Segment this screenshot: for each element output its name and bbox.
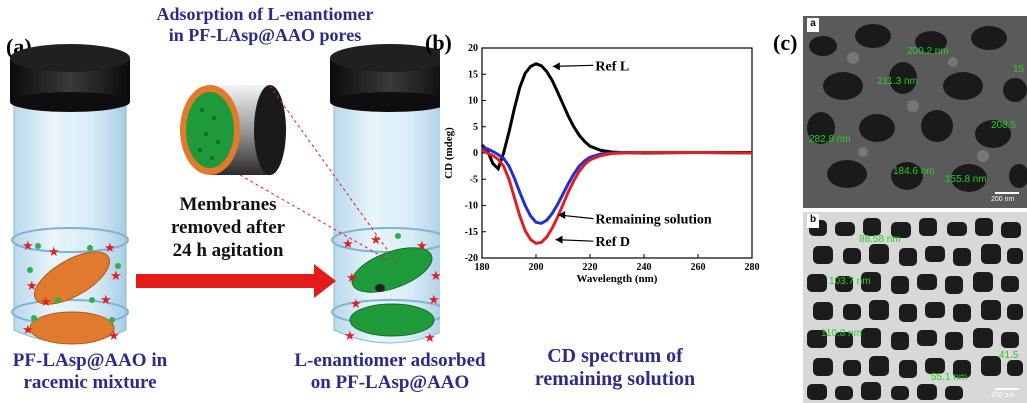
- svg-text:★: ★: [110, 269, 122, 284]
- svg-text:★: ★: [342, 237, 354, 252]
- sem-a-sublabel: a: [807, 18, 819, 32]
- svg-text:★: ★: [104, 241, 116, 256]
- svg-text:★: ★: [370, 233, 382, 248]
- arrow-line2: removed after: [170, 216, 286, 238]
- b-caption-line2: remaining solution: [534, 368, 696, 390]
- left-vial-caption: PF-LAsp@AAO in racemic mixture: [0, 350, 180, 394]
- svg-text:★: ★: [430, 269, 440, 284]
- annotation-arrowhead: [555, 235, 563, 244]
- annotation-label: Remaining solution: [595, 213, 712, 228]
- left-caption-line2: racemic mixture: [23, 371, 157, 393]
- svg-text:★: ★: [346, 271, 358, 286]
- x-tick-label: 280: [745, 262, 760, 273]
- panel-a-top-caption: Adsorption of L-enantiomer in PF-LAsp@AA…: [120, 4, 410, 45]
- panel-a-illustration: ★ ★ ★ ★★★ ★★ ★ ★ ★ ★ ★ ★★ ★★ ★: [10, 44, 440, 346]
- annotation-label: Ref D: [595, 235, 630, 250]
- sem-a-measure: 155.8 nm: [945, 174, 987, 185]
- sem-b-scalebar: [995, 388, 1019, 390]
- annotation-arrowhead: [552, 62, 560, 71]
- b-caption-line1: CD spectrum of: [547, 345, 683, 367]
- sem-image-b: b 88.58 nm 103.7 nm 110.8 nm 55.1 nm 41.…: [803, 212, 1027, 403]
- svg-text:★: ★: [26, 279, 38, 294]
- panel-b-label: (b): [425, 30, 452, 55]
- sem-b-measure: 41.5: [999, 350, 1019, 361]
- left-caption-line1: PF-LAsp@AAO in: [12, 350, 168, 371]
- left-vial: ★ ★ ★ ★★★ ★★ ★: [10, 44, 130, 345]
- y-tick-label: -10: [465, 201, 478, 212]
- svg-text:★: ★: [108, 329, 120, 344]
- sem-image-a: a 200.2 nm 211.3 nm 282.8 nm 184.6 nm 15…: [803, 16, 1027, 208]
- y-tick-label: 0: [473, 148, 478, 159]
- x-axis-label: Wavelength (nm): [577, 273, 658, 285]
- svg-text:★: ★: [22, 323, 34, 338]
- sem-b-sublabel: b: [807, 214, 819, 228]
- pore-cylinder: [180, 85, 397, 263]
- svg-text:★: ★: [22, 239, 34, 254]
- annotation-label: Ref L: [595, 59, 629, 74]
- sem-b-measure: 55.1 nm: [931, 372, 968, 383]
- sem-a-measure: 15: [1013, 64, 1025, 75]
- y-tick-label: -5: [470, 174, 478, 185]
- x-tick-label: 260: [691, 262, 706, 273]
- process-arrow: [136, 264, 336, 298]
- right-caption-line1: L-enantiomer adsorbed: [294, 350, 486, 371]
- annotation-arrowhead: [558, 210, 566, 219]
- top-caption-line1: Adsorption of L-enantiomer: [156, 4, 374, 24]
- arrow-line1: Membranes: [179, 194, 277, 215]
- y-tick-label: -20: [465, 253, 478, 264]
- svg-text:★: ★: [428, 293, 440, 308]
- x-tick-label: 180: [475, 262, 490, 273]
- top-caption-line2: in PF-LAsp@AAO pores: [168, 24, 362, 45]
- x-tick-label: 220: [583, 262, 598, 273]
- svg-text:★: ★: [350, 297, 362, 312]
- x-tick-label: 240: [637, 262, 652, 273]
- panel-b-caption: CD spectrum of remaining solution: [515, 345, 715, 391]
- svg-text:★: ★: [100, 293, 112, 308]
- arrow-line3: 24 h agitation: [172, 239, 284, 261]
- y-tick-label: 10: [468, 96, 478, 107]
- sem-b-scale-label: 200 nm: [991, 392, 1015, 399]
- svg-text:★: ★: [424, 331, 436, 346]
- svg-text:★: ★: [344, 329, 356, 344]
- sem-a-scalebar: [995, 192, 1019, 194]
- right-vial: ★ ★ ★ ★ ★★ ★★ ★: [330, 44, 440, 346]
- series-line: [481, 149, 753, 245]
- y-tick-label: 15: [468, 69, 478, 80]
- x-tick-label: 200: [529, 262, 544, 273]
- sem-b-measure: 103.7 nm: [829, 276, 871, 287]
- sem-b-measure: 110.8 nm: [821, 328, 862, 339]
- panel-c-label: (c): [773, 30, 798, 55]
- sem-a-measure: 211.3 nm: [877, 76, 918, 87]
- svg-text:★: ★: [40, 295, 52, 310]
- sem-b-measure: 88.58 nm: [859, 234, 901, 245]
- svg-text:★: ★: [416, 239, 428, 254]
- y-tick-label: 5: [473, 122, 478, 133]
- y-tick-label: 20: [468, 43, 478, 54]
- process-arrow-label: Membranes removed after 24 h agitation: [148, 194, 308, 262]
- sem-a-scale-label: 200 nm: [991, 196, 1015, 203]
- y-tick-label: -15: [465, 227, 478, 238]
- cd-chart: -20 -15 -10 -5 0 5 10 15 20 180 200 220 240 260 280 Wav…: [443, 43, 760, 285]
- svg-text:★: ★: [48, 245, 60, 260]
- sem-a-measure: 282.8 nm: [809, 134, 851, 145]
- y-axis-label: CD (mdeg): [443, 127, 455, 179]
- sem-a-measure: 200.2 nm: [907, 46, 949, 57]
- right-vial-caption: L-enantiomer adsorbed on PF-LAsp@AAO: [270, 350, 510, 394]
- sem-a-measure: 208.5: [991, 120, 1017, 131]
- sem-a-measure: 184.6 nm: [893, 166, 935, 177]
- right-caption-line2: on PF-LAsp@AAO: [310, 371, 470, 393]
